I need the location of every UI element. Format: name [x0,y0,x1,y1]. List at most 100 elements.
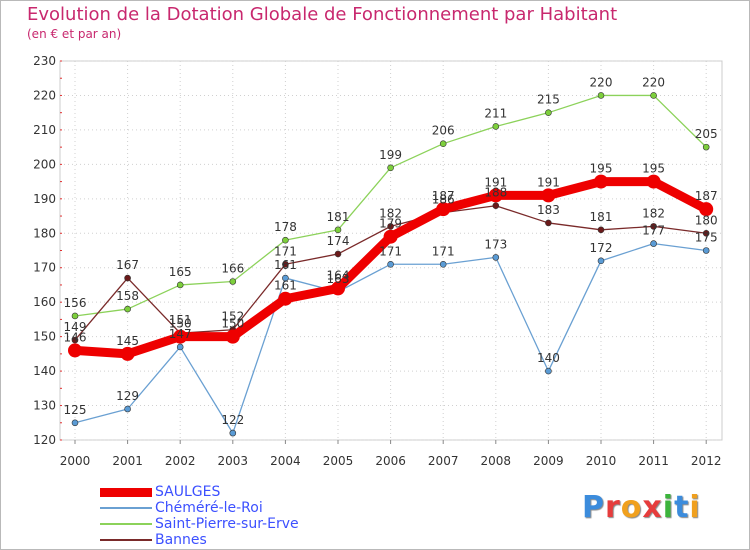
data-point-saulges [646,174,661,189]
data-label-bannes: 183 [537,203,560,217]
data-label-saint-pierre-sur-erve: 199 [379,148,402,162]
x-tick-label: 2007 [428,454,459,468]
data-label-saint-pierre-sur-erve: 158 [116,289,139,303]
data-point-saint-pierre-sur-erve [492,123,500,130]
data-label-bannes: 180 [695,213,718,227]
data-label-saint-pierre-sur-erve: 211 [484,106,507,120]
data-label-chemere-le-roi: 175 [695,231,718,245]
data-point-saint-pierre-sur-erve [229,278,237,285]
data-label-chemere-le-roi: 173 [484,237,507,251]
data-label-chemere-le-roi: 161 [274,258,297,272]
legend-label-chemere-le-roi: Chéméré-le-Roi [155,500,263,516]
data-point-saulges [120,346,135,361]
data-point-saulges [68,343,82,358]
data-point-bannes [334,250,342,258]
data-point-saulges [436,202,451,217]
legend-swatch-bannes [100,539,152,541]
data-point-saulges [331,281,345,296]
data-label-chemere-le-roi: 163 [327,272,350,286]
logo-letter: x [642,490,663,525]
data-point-bannes [597,226,605,234]
data-point-saint-pierre-sur-erve [545,109,552,116]
data-label-bannes: 151 [169,313,192,327]
x-tick-label: 2011 [638,454,669,468]
data-point-chemere-le-roi [439,260,447,268]
data-point-chemere-le-roi [229,429,237,437]
data-label-saulges: 191 [484,175,507,189]
data-point-saulges [699,202,714,217]
data-point-chemere-le-roi [702,247,710,254]
legend-swatch-saulges [100,487,152,497]
data-labels: 125 129 147 122 161 163 171 171 173 140 172 177 175 1… [64,75,718,427]
data-point-bannes [124,274,131,282]
data-point-chemere-le-roi [597,257,605,265]
x-tick-label: 2006 [375,454,406,468]
data-point-saint-pierre-sur-erve [702,143,710,151]
data-point-saulges [225,329,240,344]
data-point-saint-pierre-sur-erve [334,226,342,234]
y-tick-label: 230 [33,54,56,68]
data-label-chemere-le-roi: 125 [64,403,87,417]
data-label-saulges: 195 [642,162,665,176]
y-tick-label: 170 [33,261,56,275]
data-point-bannes [71,336,79,344]
x-tick-label: 2004 [270,454,301,468]
data-point-saint-pierre-sur-erve [597,92,605,99]
data-label-bannes: 152 [221,310,244,324]
data-point-saint-pierre-sur-erve [387,164,394,172]
axes: 120 130 140 150 160 170 180 190 200 210 220 230 2000… [33,54,721,468]
x-tick-label: 2010 [586,454,617,468]
data-label-chemere-le-roi: 177 [642,224,665,238]
data-point-chemere-le-roi [387,260,394,268]
y-tick-label: 160 [33,295,56,309]
data-label-chemere-le-roi: 171 [379,244,402,258]
data-label-saulges: 150 [221,317,244,331]
data-label-bannes: 182 [642,206,665,220]
data-label-saulges: 164 [327,268,350,282]
data-label-chemere-le-roi: 122 [221,413,244,427]
data-label-chemere-le-roi: 171 [432,244,455,258]
data-label-saint-pierre-sur-erve: 205 [695,127,718,141]
data-point-saint-pierre-sur-erve [650,92,657,99]
data-label-saint-pierre-sur-erve: 178 [274,220,297,234]
x-tick-label: 2005 [323,454,354,468]
x-tick-label: 2002 [165,454,196,468]
data-point-bannes [282,260,289,268]
logo-letter: t [674,490,690,525]
legend-swatch-chemere-le-roi [100,507,152,509]
data-point-bannes [702,229,710,237]
data-label-saulges: 146 [64,330,87,344]
data-label-bannes: 171 [274,244,297,258]
legend-swatch-saint-pierre-sur-erve [100,523,152,525]
proxiti-logo: Proxiti [582,490,701,525]
data-label-bannes: 167 [116,258,139,272]
logo-letter: i [662,490,675,525]
data-point-saulges [541,188,556,203]
data-point-chemere-le-roi [124,405,131,413]
data-point-bannes [650,223,657,230]
y-tick-label: 130 [33,399,56,413]
y-tick-label: 150 [33,330,56,344]
legend-label-saulges: SAULGES [155,484,221,500]
data-point-chemere-le-roi [71,419,79,427]
x-tick-label: 2000 [60,454,91,468]
data-label-chemere-le-roi: 140 [537,351,560,365]
data-label-saulges: 150 [169,317,192,331]
x-tick-label: 2001 [112,454,143,468]
data-label-saulges: 161 [274,279,297,293]
data-label-chemere-le-roi: 147 [169,327,192,341]
data-label-saint-pierre-sur-erve: 206 [432,124,455,138]
y-tick-label: 180 [33,226,56,240]
data-label-saulges: 195 [590,162,613,176]
data-label-bannes: 188 [484,186,507,200]
data-point-bannes [387,223,394,230]
data-point-saulges [594,174,608,189]
data-label-bannes: 182 [379,206,402,220]
data-point-chemere-le-roi [650,240,657,247]
data-point-bannes [545,219,552,227]
chart-subtitle: (en € et par an) [27,27,122,41]
data-label-chemere-le-roi: 172 [590,241,613,255]
data-label-saint-pierre-sur-erve: 156 [64,296,87,310]
x-tick-label: 2012 [691,454,722,468]
